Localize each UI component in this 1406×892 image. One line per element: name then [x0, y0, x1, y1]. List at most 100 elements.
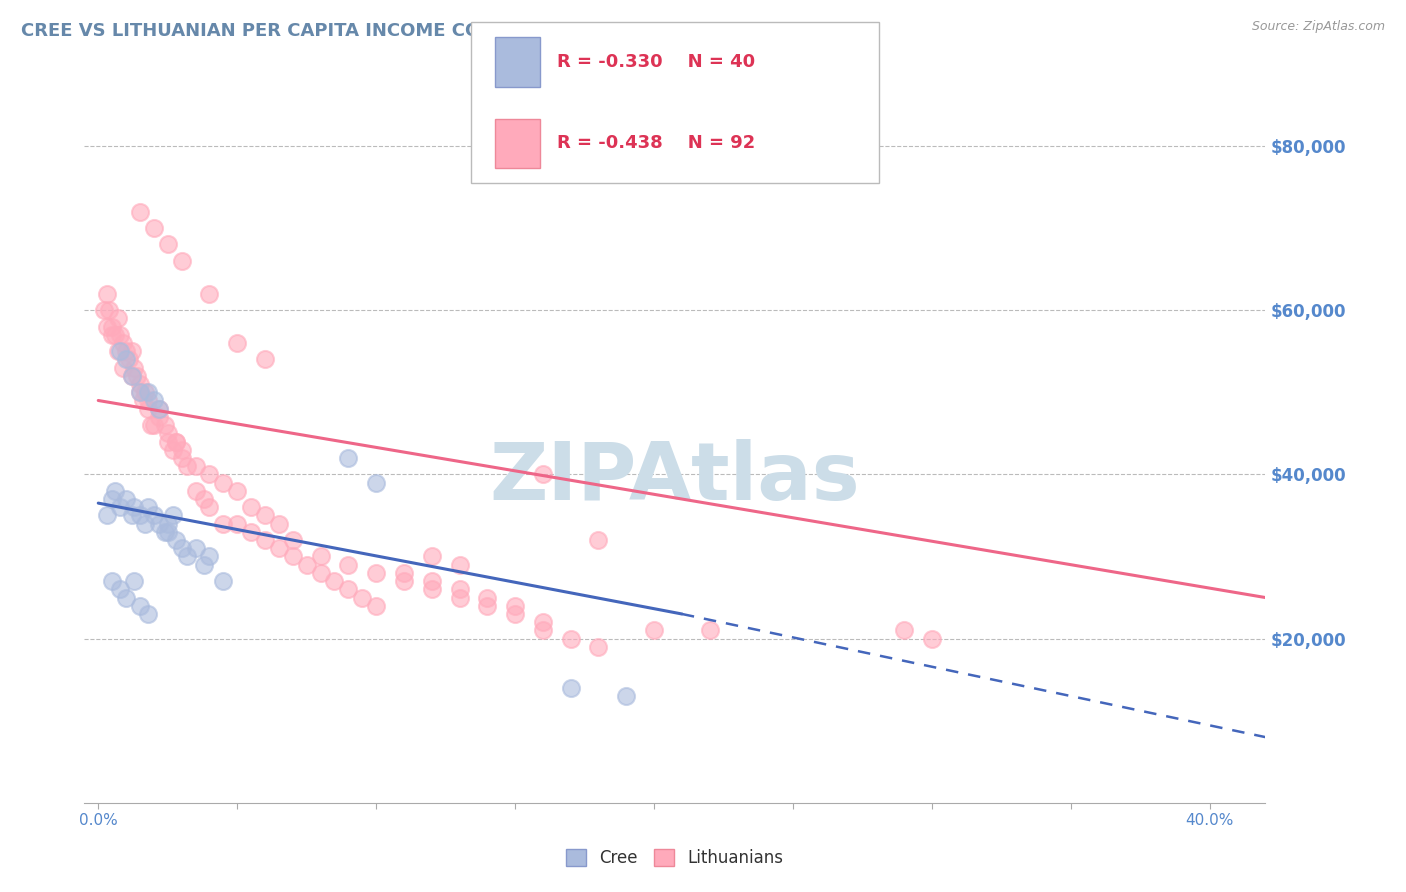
Point: [115, 491, 138, 506]
Point: [477, 591, 499, 605]
Point: [337, 450, 360, 465]
Point: [212, 574, 235, 588]
Point: [560, 632, 582, 646]
Point: [121, 344, 143, 359]
Text: R = -0.330    N = 40: R = -0.330 N = 40: [557, 53, 755, 71]
Point: [212, 516, 235, 531]
Point: [198, 500, 221, 515]
Point: [323, 574, 346, 588]
Point: [170, 442, 193, 457]
Point: [142, 418, 165, 433]
Point: [420, 574, 443, 588]
Point: [121, 508, 143, 523]
Point: [136, 401, 159, 416]
Point: [281, 549, 304, 564]
Point: [129, 204, 152, 219]
Point: [136, 500, 159, 515]
Point: [110, 327, 132, 342]
Point: [449, 591, 471, 605]
Point: [162, 442, 184, 457]
Point: [162, 508, 184, 523]
Point: [107, 311, 129, 326]
Point: [212, 475, 235, 490]
Point: [253, 352, 276, 367]
Point: [124, 500, 146, 515]
Point: [93, 303, 115, 318]
Point: [449, 558, 471, 572]
Point: [170, 253, 193, 268]
Point: [115, 352, 138, 367]
Point: [560, 681, 582, 695]
Point: [101, 319, 124, 334]
Point: [170, 541, 193, 556]
Point: [240, 524, 263, 539]
Point: [392, 574, 415, 588]
Point: [134, 516, 156, 531]
Point: [156, 434, 179, 449]
Point: [420, 582, 443, 597]
Point: [101, 491, 124, 506]
Point: [921, 632, 943, 646]
Point: [148, 409, 170, 424]
Point: [121, 368, 143, 383]
Point: [531, 615, 554, 630]
Point: [101, 574, 124, 588]
Point: [531, 624, 554, 638]
Point: [156, 426, 179, 441]
Point: [104, 483, 127, 498]
Text: ZIPAtlas: ZIPAtlas: [489, 439, 860, 516]
Point: [503, 607, 526, 621]
Point: [156, 524, 179, 539]
Point: [366, 475, 388, 490]
Point: [366, 566, 388, 580]
Point: [193, 558, 215, 572]
Point: [253, 508, 276, 523]
Text: R = -0.438    N = 92: R = -0.438 N = 92: [557, 134, 755, 153]
Point: [136, 607, 159, 621]
Point: [129, 385, 152, 400]
Point: [477, 599, 499, 613]
Point: [129, 385, 152, 400]
Point: [136, 393, 159, 408]
Point: [148, 401, 170, 416]
Point: [198, 286, 221, 301]
Point: [267, 516, 290, 531]
Point: [281, 533, 304, 547]
Point: [267, 541, 290, 556]
Point: [309, 549, 332, 564]
Point: [153, 524, 176, 539]
Point: [132, 393, 155, 408]
Point: [226, 483, 249, 498]
Point: [337, 582, 360, 597]
Point: [893, 624, 915, 638]
Point: [184, 483, 207, 498]
Point: [240, 500, 263, 515]
Point: [124, 574, 146, 588]
Point: [614, 689, 637, 703]
Point: [226, 336, 249, 351]
Point: [101, 327, 124, 342]
Point: [198, 549, 221, 564]
Point: [198, 467, 221, 482]
Point: [253, 533, 276, 547]
Point: [107, 344, 129, 359]
Point: [115, 344, 138, 359]
Point: [392, 566, 415, 580]
Text: CREE VS LITHUANIAN PER CAPITA INCOME CORRELATION CHART: CREE VS LITHUANIAN PER CAPITA INCOME COR…: [21, 22, 666, 40]
Point: [531, 467, 554, 482]
Point: [153, 418, 176, 433]
Point: [226, 516, 249, 531]
Point: [110, 582, 132, 597]
Point: [420, 549, 443, 564]
Point: [165, 434, 187, 449]
Point: [503, 599, 526, 613]
Point: [156, 516, 179, 531]
Point: [98, 303, 121, 318]
Point: [110, 344, 132, 359]
Point: [588, 640, 610, 654]
Point: [176, 459, 198, 474]
Point: [127, 368, 149, 383]
Point: [115, 591, 138, 605]
Point: [129, 508, 152, 523]
Point: [142, 508, 165, 523]
